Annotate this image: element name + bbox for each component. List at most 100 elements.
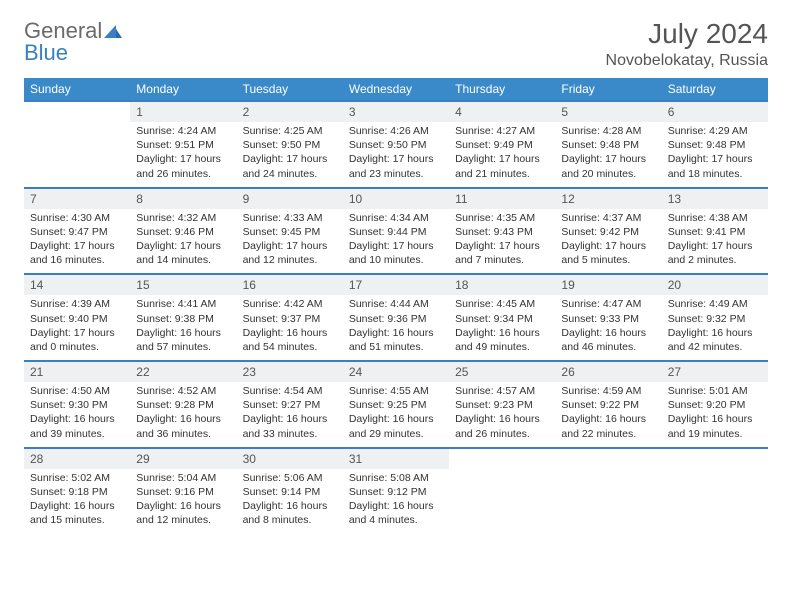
day-detail-line: Daylight: 16 hours and 4 minutes. [349,499,443,527]
day-content-row: Sunrise: 5:02 AMSunset: 9:18 PMDaylight:… [24,469,768,534]
day-detail-line: Sunrise: 4:55 AM [349,384,443,398]
day-number: 22 [130,361,236,382]
day-cell: Sunrise: 5:08 AMSunset: 9:12 PMDaylight:… [343,469,449,534]
day-detail-line: Daylight: 16 hours and 33 minutes. [243,412,337,440]
day-cell: Sunrise: 5:01 AMSunset: 9:20 PMDaylight:… [662,382,768,448]
day-cell: Sunrise: 4:49 AMSunset: 9:32 PMDaylight:… [662,295,768,361]
day-detail-line: Daylight: 16 hours and 49 minutes. [455,326,549,354]
day-number: 14 [24,274,130,295]
day-cell: Sunrise: 4:59 AMSunset: 9:22 PMDaylight:… [555,382,661,448]
day-cell: Sunrise: 4:54 AMSunset: 9:27 PMDaylight:… [237,382,343,448]
weekday-header: Saturday [662,78,768,101]
day-number-row: 21222324252627 [24,361,768,382]
day-cell: Sunrise: 4:42 AMSunset: 9:37 PMDaylight:… [237,295,343,361]
day-cell: Sunrise: 4:45 AMSunset: 9:34 PMDaylight:… [449,295,555,361]
day-detail-line: Sunrise: 4:44 AM [349,297,443,311]
day-cell: Sunrise: 4:50 AMSunset: 9:30 PMDaylight:… [24,382,130,448]
day-detail-line: Daylight: 17 hours and 20 minutes. [561,152,655,180]
day-detail-line: Sunrise: 4:35 AM [455,211,549,225]
day-number: 8 [130,188,236,209]
day-detail-line: Sunset: 9:46 PM [136,225,230,239]
day-detail-line: Sunrise: 4:28 AM [561,124,655,138]
day-detail-line: Sunset: 9:41 PM [668,225,762,239]
day-number: 2 [237,101,343,122]
day-detail-line: Sunset: 9:48 PM [668,138,762,152]
day-detail-line: Daylight: 17 hours and 12 minutes. [243,239,337,267]
day-detail-line: Sunset: 9:22 PM [561,398,655,412]
day-detail-line: Daylight: 17 hours and 18 minutes. [668,152,762,180]
day-detail-line: Sunset: 9:34 PM [455,312,549,326]
location: Novobelokatay, Russia [606,52,768,70]
day-cell: Sunrise: 4:25 AMSunset: 9:50 PMDaylight:… [237,122,343,188]
day-cell: Sunrise: 4:39 AMSunset: 9:40 PMDaylight:… [24,295,130,361]
day-detail-line: Sunrise: 4:39 AM [30,297,124,311]
day-detail-line: Sunrise: 4:37 AM [561,211,655,225]
day-detail-line: Daylight: 16 hours and 51 minutes. [349,326,443,354]
day-detail-line: Sunrise: 4:24 AM [136,124,230,138]
day-detail-line: Sunrise: 4:27 AM [455,124,549,138]
day-cell [449,469,555,534]
day-number: 12 [555,188,661,209]
day-cell: Sunrise: 4:34 AMSunset: 9:44 PMDaylight:… [343,209,449,275]
day-detail-line: Sunrise: 4:34 AM [349,211,443,225]
day-cell: Sunrise: 4:55 AMSunset: 9:25 PMDaylight:… [343,382,449,448]
day-cell: Sunrise: 4:27 AMSunset: 9:49 PMDaylight:… [449,122,555,188]
day-detail-line: Daylight: 16 hours and 15 minutes. [30,499,124,527]
day-number: 17 [343,274,449,295]
day-number [24,101,130,122]
day-detail-line: Sunrise: 4:47 AM [561,297,655,311]
day-number: 4 [449,101,555,122]
day-detail-line: Sunset: 9:45 PM [243,225,337,239]
day-cell: Sunrise: 4:30 AMSunset: 9:47 PMDaylight:… [24,209,130,275]
day-detail-line: Sunset: 9:33 PM [561,312,655,326]
day-number [555,448,661,469]
logo: GeneralBlue [24,18,124,66]
day-detail-line: Sunrise: 4:54 AM [243,384,337,398]
day-detail-line: Sunset: 9:48 PM [561,138,655,152]
logo-triangle-icon [104,18,124,43]
day-number: 10 [343,188,449,209]
day-cell: Sunrise: 5:06 AMSunset: 9:14 PMDaylight:… [237,469,343,534]
weekday-header: Monday [130,78,236,101]
day-content-row: Sunrise: 4:50 AMSunset: 9:30 PMDaylight:… [24,382,768,448]
day-number: 6 [662,101,768,122]
weekday-header: Tuesday [237,78,343,101]
day-detail-line: Sunrise: 5:08 AM [349,471,443,485]
day-cell: Sunrise: 4:24 AMSunset: 9:51 PMDaylight:… [130,122,236,188]
day-detail-line: Sunset: 9:50 PM [349,138,443,152]
day-number: 5 [555,101,661,122]
day-number: 7 [24,188,130,209]
day-detail-line: Sunrise: 4:38 AM [668,211,762,225]
day-content-row: Sunrise: 4:30 AMSunset: 9:47 PMDaylight:… [24,209,768,275]
day-detail-line: Sunrise: 4:59 AM [561,384,655,398]
day-detail-line: Sunrise: 4:26 AM [349,124,443,138]
day-detail-line: Daylight: 17 hours and 2 minutes. [668,239,762,267]
day-number: 28 [24,448,130,469]
day-cell: Sunrise: 4:47 AMSunset: 9:33 PMDaylight:… [555,295,661,361]
day-detail-line: Daylight: 17 hours and 14 minutes. [136,239,230,267]
day-detail-line: Daylight: 16 hours and 57 minutes. [136,326,230,354]
day-number [662,448,768,469]
day-detail-line: Sunrise: 4:29 AM [668,124,762,138]
day-detail-line: Daylight: 16 hours and 22 minutes. [561,412,655,440]
day-detail-line: Daylight: 17 hours and 7 minutes. [455,239,549,267]
header: GeneralBlue July 2024 Novobelokatay, Rus… [24,18,768,70]
day-cell: Sunrise: 4:41 AMSunset: 9:38 PMDaylight:… [130,295,236,361]
day-detail-line: Daylight: 16 hours and 39 minutes. [30,412,124,440]
day-cell: Sunrise: 4:29 AMSunset: 9:48 PMDaylight:… [662,122,768,188]
day-number: 16 [237,274,343,295]
day-number-row: 123456 [24,101,768,122]
day-cell: Sunrise: 5:04 AMSunset: 9:16 PMDaylight:… [130,469,236,534]
day-detail-line: Daylight: 16 hours and 29 minutes. [349,412,443,440]
day-number: 21 [24,361,130,382]
logo-text-blue: Blue [24,40,124,66]
day-number: 26 [555,361,661,382]
day-cell [24,122,130,188]
day-detail-line: Daylight: 16 hours and 12 minutes. [136,499,230,527]
day-detail-line: Sunrise: 4:33 AM [243,211,337,225]
weekday-header: Sunday [24,78,130,101]
day-detail-line: Sunset: 9:38 PM [136,312,230,326]
day-cell: Sunrise: 4:38 AMSunset: 9:41 PMDaylight:… [662,209,768,275]
day-detail-line: Sunset: 9:23 PM [455,398,549,412]
day-detail-line: Sunrise: 4:57 AM [455,384,549,398]
